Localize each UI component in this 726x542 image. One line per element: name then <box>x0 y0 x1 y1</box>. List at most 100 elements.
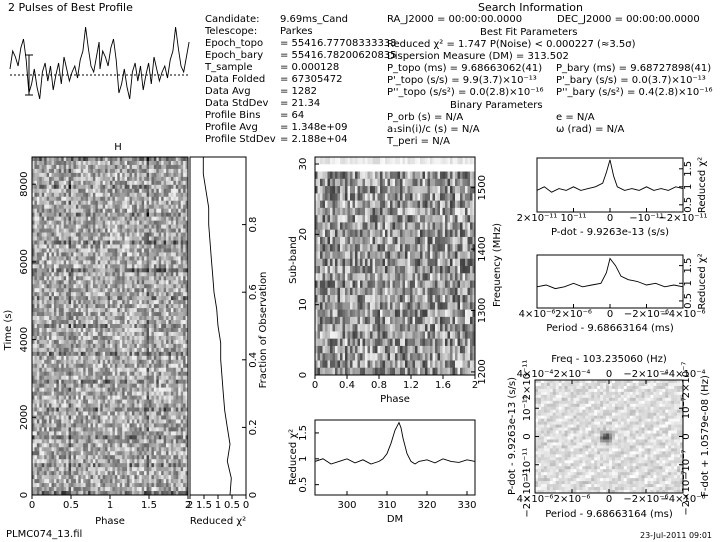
time-phase-cell <box>44 335 47 341</box>
time-phase-cell <box>124 288 128 293</box>
time-phase-cell <box>88 228 91 233</box>
time-phase-cell <box>144 172 147 178</box>
time-phase-cell <box>97 327 101 333</box>
time-phase-cell <box>149 343 152 349</box>
time-phase-cell <box>183 383 186 388</box>
time-phase-cell <box>32 455 35 460</box>
time-phase-cell <box>49 164 52 170</box>
time-phase-cell <box>161 304 164 309</box>
time-phase-cell <box>97 192 101 198</box>
time-phase-cell <box>39 312 43 317</box>
time-phase-cell <box>56 308 60 313</box>
time-phase-cell <box>51 200 55 206</box>
time-phase-cell <box>85 391 89 396</box>
time-phase-cell <box>141 300 145 305</box>
time-phase-cell <box>83 427 86 432</box>
time-phase-cell <box>56 184 60 190</box>
time-phase-cell <box>136 252 140 257</box>
time-phase-cell <box>124 168 128 174</box>
time-phase-cell <box>161 308 164 313</box>
time-phase-cell <box>68 347 72 353</box>
time-phase-cell <box>110 236 113 241</box>
time-phase-cell <box>110 288 113 293</box>
time-phase-cell <box>105 192 108 198</box>
time-phase-cell <box>175 403 179 408</box>
time-phase-cell <box>100 403 103 408</box>
time-phase-cell <box>178 296 181 301</box>
time-phase-cell <box>151 407 155 412</box>
time-phase-cell <box>117 371 121 377</box>
time-phase-cell <box>68 335 72 341</box>
time-phase-cell <box>73 415 77 420</box>
time-phase-cell <box>102 327 106 333</box>
time-phase-cell <box>44 419 47 424</box>
time-phase-cell <box>151 359 155 365</box>
time-phase-cell <box>107 252 111 257</box>
time-phase-cell <box>131 236 135 241</box>
time-phase-cell <box>61 387 64 392</box>
time-phase-cell <box>180 415 184 420</box>
time-phase-cell <box>127 188 130 194</box>
time-phase-cell <box>151 212 155 217</box>
time-phase-cell <box>41 240 45 245</box>
time-phase-cell <box>36 431 40 436</box>
time-phase-cell <box>136 304 140 309</box>
time-phase-cell <box>180 327 184 333</box>
time-phase-cell <box>110 244 113 249</box>
time-phase-cell <box>156 188 160 194</box>
time-phase-cell <box>146 320 150 325</box>
time-phase-cell <box>44 268 47 273</box>
time-phase-cell <box>36 280 40 285</box>
time-phase-cell <box>36 324 40 329</box>
time-phase-cell <box>129 383 133 388</box>
time-phase-cell <box>131 212 135 217</box>
time-phase-cell <box>105 355 108 361</box>
time-phase-cell <box>153 431 157 436</box>
time-phase-cell <box>119 379 123 384</box>
time-phase-cell <box>141 395 145 400</box>
time-phase-cell <box>149 324 152 329</box>
time-phase-cell <box>44 324 47 329</box>
time-phase-cell <box>117 288 121 293</box>
time-phase-cell <box>129 268 133 273</box>
time-phase-cell <box>136 192 140 198</box>
time-phase-cell <box>124 232 128 237</box>
time-phase-cell <box>61 455 64 460</box>
time-phase-cell <box>90 164 94 170</box>
time-phase-cell <box>122 419 125 424</box>
time-phase-cell <box>83 359 86 365</box>
time-phase-cell <box>58 304 62 309</box>
time-phase-cell <box>80 176 84 182</box>
time-phase-cell <box>168 220 172 225</box>
time-phase-cell <box>46 204 50 209</box>
time-phase-cell <box>107 168 111 174</box>
time-phase-cell <box>175 419 179 424</box>
time-phase-cell <box>51 403 55 408</box>
time-phase-cell <box>117 455 121 460</box>
time-phase-cell <box>112 451 116 456</box>
time-phase-cell <box>139 415 142 420</box>
time-phase-cell <box>144 391 147 396</box>
time-phase-cell <box>146 451 150 456</box>
time-phase-cell <box>61 327 64 333</box>
time-phase-cell <box>61 443 64 448</box>
time-phase-cell <box>151 347 155 353</box>
time-phase-cell <box>95 268 99 273</box>
time-phase-cell <box>122 252 125 257</box>
time-phase-cell <box>78 447 82 452</box>
time-phase-cell <box>163 256 167 261</box>
time-phase-cell <box>119 284 123 289</box>
time-phase-cell <box>83 451 86 456</box>
time-phase-cell <box>110 212 113 217</box>
time-phase-cell <box>61 320 64 325</box>
time-phase-cell <box>151 260 155 265</box>
time-phase-cell <box>63 407 67 412</box>
time-phase-cell <box>114 331 118 337</box>
time-phase-cell <box>61 379 64 384</box>
time-phase-cell <box>39 455 43 460</box>
time-phase-cell <box>73 180 77 186</box>
time-phase-cell <box>88 459 91 464</box>
time-phase-cell <box>73 459 77 464</box>
time-phase-cell <box>32 248 35 253</box>
time-phase-cell <box>46 435 50 440</box>
